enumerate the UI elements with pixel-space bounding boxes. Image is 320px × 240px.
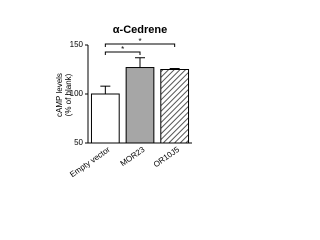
x-tick-label: MOR23 [119,145,147,168]
x-tick-label-group: OR10J5 [152,145,182,170]
x-tick-label-group: Empty vector [68,145,112,179]
y-tick-label: 50 [74,138,83,147]
y-tick-label: 150 [70,40,84,49]
x-tick-label-group: MOR23 [119,145,147,168]
chart: α-Cedrene cAMP levels (% of blank) 50 100… [55,24,192,179]
y-axis-label: cAMP levels (% of blank) [55,73,73,117]
y-axis-label-line: cAMP levels [55,73,64,117]
y-tick-label: 100 [70,89,84,98]
x-tick-label: Empty vector [68,145,112,179]
bar [160,69,190,144]
bar [90,93,120,144]
y-axis-label-line: (% of blank) [64,73,73,116]
significance-bracket [104,51,141,55]
chart-title: α-Cedrene [113,24,167,36]
significance-label: * [121,45,124,54]
bar [125,67,155,144]
x-tick-label: OR10J5 [152,145,182,170]
significance-label: * [138,37,141,46]
significance-bracket [104,43,176,47]
